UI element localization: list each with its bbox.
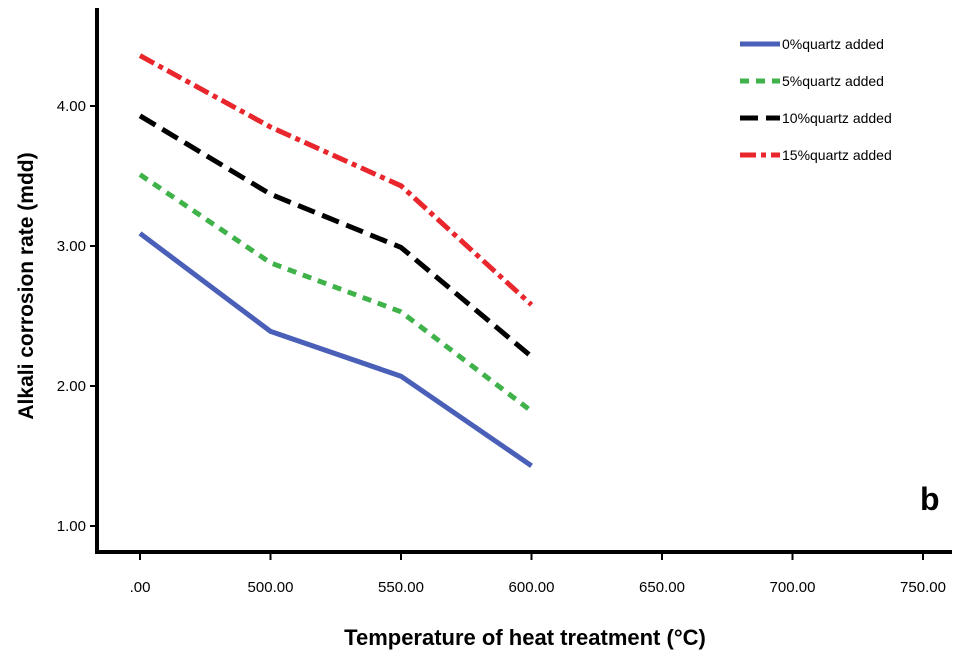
x-tick-label: 500.00 <box>248 579 294 596</box>
plot-frame <box>95 8 952 554</box>
x-axis-title: Temperature of heat treatment (°C) <box>344 625 706 650</box>
series-line-2 <box>138 113 534 359</box>
x-tick-label: 700.00 <box>770 579 816 596</box>
series-line-0 <box>138 231 533 468</box>
x-tick-label: 600.00 <box>509 579 555 596</box>
legend-label: 15%quartz added <box>782 147 892 163</box>
x-tick-label: 650.00 <box>639 579 685 596</box>
series-lines <box>138 53 534 468</box>
y-tick-label: 2.00 <box>57 378 86 395</box>
x-axis-ticks: .00 500.00 550.00 600.00 650.00 700.00 750.00 <box>130 552 946 596</box>
y-tick-label: 1.00 <box>57 518 86 535</box>
x-tick-label: .00 <box>130 579 151 596</box>
panel-label: b <box>920 481 940 517</box>
y-tick-label: 3.00 <box>57 238 86 255</box>
series-line-3 <box>138 53 534 307</box>
legend-label: 0%quartz added <box>782 36 884 52</box>
x-tick-label: 750.00 <box>900 579 946 596</box>
legend-label: 5%quartz added <box>782 73 884 89</box>
series-line-1 <box>138 172 534 414</box>
legend: 0%quartz added 5%quartz added 10%quartz ad… <box>740 36 892 163</box>
y-axis-ticks: 1.00 2.00 3.00 4.00 <box>57 98 97 535</box>
y-axis-title: Alkali corrosion rate (mdd) <box>15 152 38 419</box>
legend-label: 10%quartz added <box>782 110 892 126</box>
x-tick-label: 550.00 <box>378 579 424 596</box>
y-tick-label: 4.00 <box>57 98 86 115</box>
